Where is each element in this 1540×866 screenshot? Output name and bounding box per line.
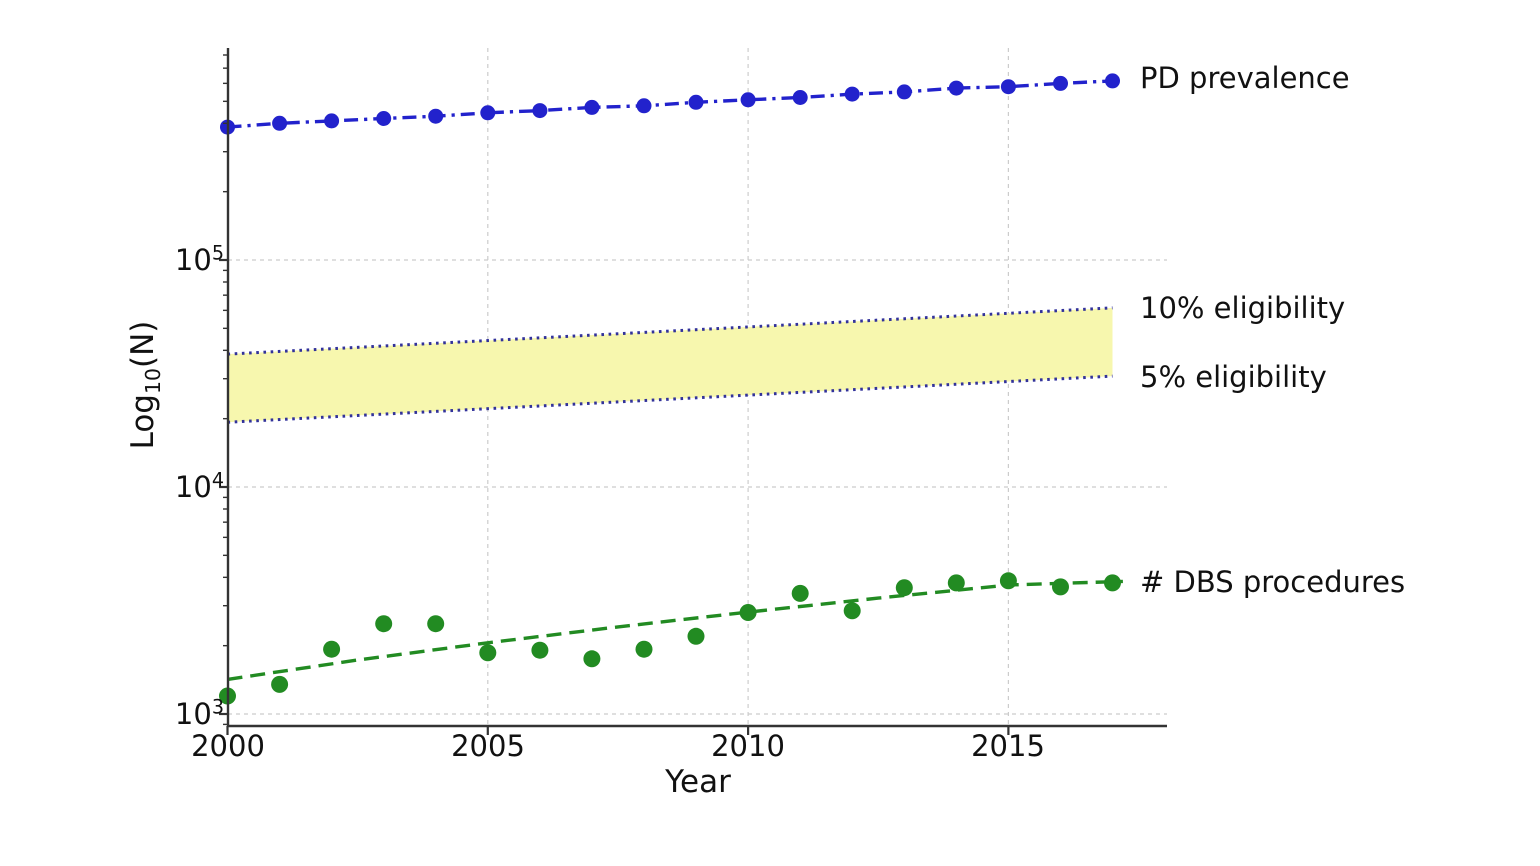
legend-label-5pct-eligibility: 5% eligibility — [1140, 360, 1327, 394]
y-axis-label-prefix: Log — [125, 394, 161, 450]
legend-label-10pct-eligibility: 10% eligibility — [1140, 291, 1346, 325]
y-tick-exponent: 3 — [211, 695, 224, 719]
y-axis-label: Log10(N) — [125, 320, 165, 450]
y-tick-exponent: 4 — [211, 468, 224, 492]
y-tick-1e5: 105 — [168, 242, 224, 278]
x-tick-2015: 2015 — [971, 729, 1045, 763]
legend-label-pd-prevalence: PD prevalence — [1140, 61, 1350, 95]
x-tick-2000: 2000 — [191, 729, 265, 763]
y-axis-label-subscript: 10 — [141, 368, 166, 395]
y-tick-base: 10 — [174, 243, 212, 277]
y-axis-label-suffix: (N) — [125, 320, 161, 368]
legend-label-dbs-procedures: # DBS procedures — [1140, 565, 1406, 599]
x-axis-label: Year — [665, 764, 731, 800]
y-tick-base: 10 — [174, 697, 212, 731]
y-tick-1e4: 104 — [168, 469, 224, 505]
x-tick-2005: 2005 — [451, 729, 525, 763]
y-tick-1e3: 103 — [168, 696, 224, 732]
y-tick-base: 10 — [174, 470, 212, 504]
y-tick-exponent: 5 — [211, 241, 224, 265]
x-tick-2010: 2010 — [711, 729, 785, 763]
